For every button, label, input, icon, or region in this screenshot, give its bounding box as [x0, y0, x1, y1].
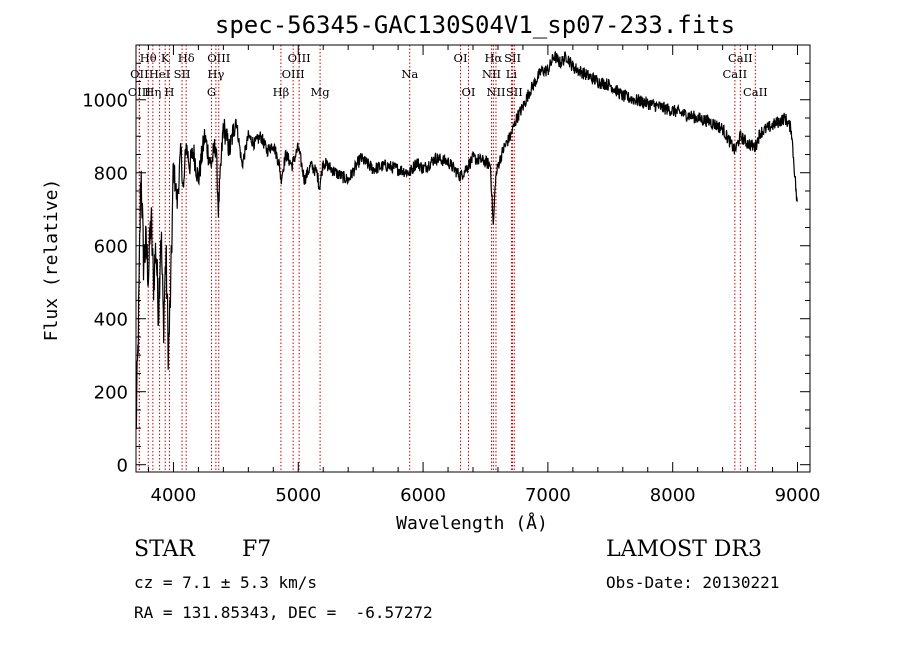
x-tick-label: 7000 — [525, 485, 571, 506]
line-label: Hθ — [140, 51, 157, 65]
x-tick-label: 9000 — [775, 485, 821, 506]
line-label: H — [164, 85, 174, 99]
x-tick-label: 4000 — [151, 485, 197, 506]
line-label: CaII — [728, 51, 753, 65]
y-tick-label: 200 — [94, 383, 128, 404]
coordinates: RA = 131.85343, DEC = -6.57272 — [134, 603, 433, 622]
line-label: NII — [486, 85, 505, 99]
redshift-info: cz = 7.1 ± 5.3 km/s — [134, 573, 318, 592]
x-axis-ticks: 4000 5000 6000 7000 8000 9000 — [147, 45, 821, 506]
line-label: OIII — [207, 51, 230, 65]
chart-title: spec-56345-GAC130S04V1_sp07-233.fits — [215, 11, 735, 39]
line-label: OIII — [128, 85, 151, 99]
x-tick-label: 6000 — [400, 485, 446, 506]
x-tick-label: 8000 — [650, 485, 696, 506]
line-label: Mg — [311, 85, 331, 99]
line-label: SII — [506, 85, 523, 99]
line-label: SII — [504, 51, 521, 65]
line-label: NII — [482, 67, 501, 81]
line-label: G — [207, 85, 216, 99]
line-label: CaII — [743, 85, 768, 99]
line-label: OIII — [288, 51, 311, 65]
y-tick-label: 0 — [117, 456, 128, 477]
observation-date: Obs-Date: 20130221 — [606, 573, 780, 592]
line-label: Na — [401, 67, 418, 81]
y-axis-label: Flux (relative) — [41, 179, 62, 342]
y-tick-label: 600 — [94, 237, 128, 258]
object-class: STAR — [134, 537, 195, 562]
x-tick-label: 5000 — [275, 485, 321, 506]
line-label: Hα — [484, 51, 502, 65]
spectrum-flux-line — [135, 50, 798, 430]
y-tick-label: 800 — [94, 164, 128, 185]
line-label: HeI — [149, 67, 170, 81]
y-tick-label: 400 — [94, 310, 128, 331]
line-label: Hγ — [207, 67, 224, 81]
y-axis-ticks: 0 200 400 600 800 1000 — [82, 62, 810, 477]
line-label: OI — [454, 51, 468, 65]
plot-frame — [135, 44, 811, 473]
y-tick-label: 1000 — [82, 91, 128, 112]
line-label: Hη — [144, 85, 161, 99]
line-label: OII — [130, 67, 149, 81]
spectral-line-markers — [138, 45, 756, 472]
object-subclass: F7 — [242, 537, 272, 562]
line-label: Li — [506, 67, 518, 81]
line-label: OIII — [282, 67, 305, 81]
survey-name: LAMOST DR3 — [606, 537, 762, 562]
line-label: OI — [462, 85, 476, 99]
line-label: K — [161, 51, 170, 65]
x-axis-label: Wavelength (Å) — [396, 512, 548, 534]
line-label: CaII — [722, 67, 747, 81]
line-label: Hδ — [178, 51, 195, 65]
line-label: SII — [174, 67, 191, 81]
line-label: Hβ — [273, 85, 290, 99]
